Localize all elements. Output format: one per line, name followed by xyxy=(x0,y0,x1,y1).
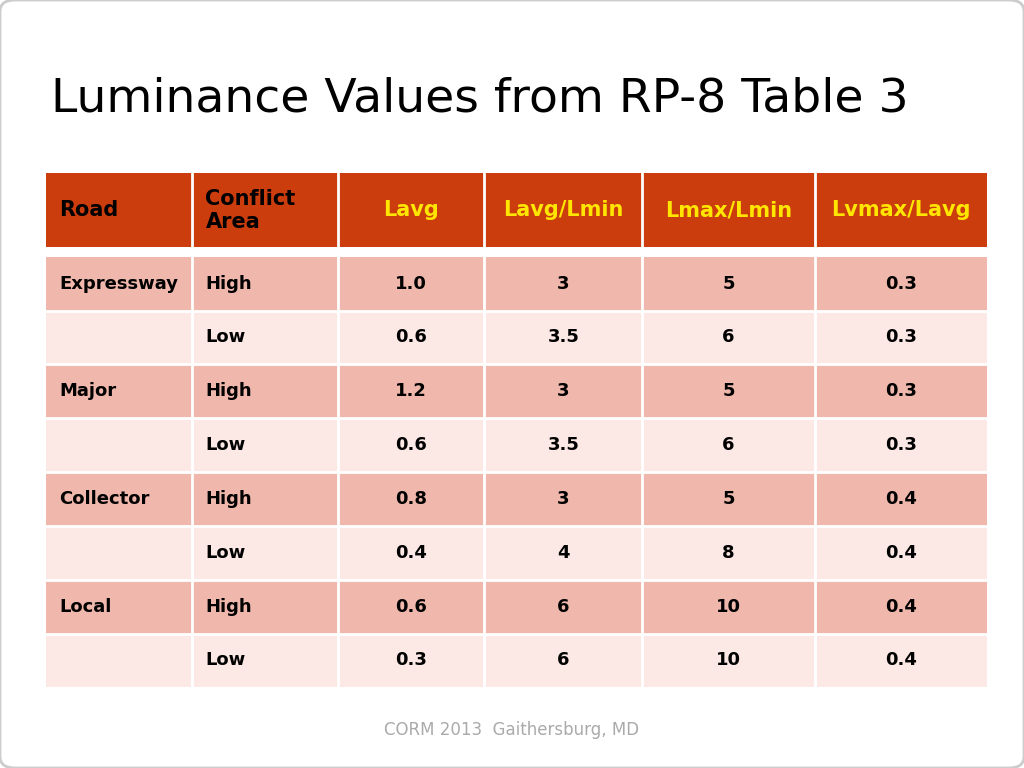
Text: 0.3: 0.3 xyxy=(885,436,916,454)
Text: 10: 10 xyxy=(716,651,741,670)
Text: 0.3: 0.3 xyxy=(395,651,427,670)
Text: Collector: Collector xyxy=(59,490,150,508)
Text: 0.4: 0.4 xyxy=(885,544,916,561)
Text: 4: 4 xyxy=(557,544,569,561)
Text: 6: 6 xyxy=(557,651,569,670)
Text: 0.3: 0.3 xyxy=(885,382,916,400)
Text: 3.5: 3.5 xyxy=(548,436,580,454)
Text: High: High xyxy=(206,490,252,508)
Text: Major: Major xyxy=(59,382,117,400)
Text: Luminance Values from RP-8 Table 3: Luminance Values from RP-8 Table 3 xyxy=(51,77,909,122)
Text: High: High xyxy=(206,275,252,293)
Text: Low: Low xyxy=(206,651,246,670)
Text: 10: 10 xyxy=(716,598,741,616)
Text: 0.4: 0.4 xyxy=(885,490,916,508)
Text: 5: 5 xyxy=(722,275,735,293)
Text: 0.3: 0.3 xyxy=(885,329,916,346)
Text: CORM 2013  Gaithersburg, MD: CORM 2013 Gaithersburg, MD xyxy=(384,721,640,739)
Text: Lavg: Lavg xyxy=(383,200,439,220)
Text: 6: 6 xyxy=(722,436,735,454)
Text: 0.6: 0.6 xyxy=(395,598,427,616)
Text: Low: Low xyxy=(206,436,246,454)
Text: Lavg/Lmin: Lavg/Lmin xyxy=(503,200,624,220)
Text: 0.4: 0.4 xyxy=(395,544,427,561)
Text: 6: 6 xyxy=(722,329,735,346)
Text: Conflict
Area: Conflict Area xyxy=(206,188,296,232)
Text: 5: 5 xyxy=(722,382,735,400)
Text: 6: 6 xyxy=(557,598,569,616)
Text: 3: 3 xyxy=(557,275,569,293)
Text: 8: 8 xyxy=(722,544,735,561)
Text: 0.6: 0.6 xyxy=(395,329,427,346)
Text: 1.2: 1.2 xyxy=(395,382,427,400)
Text: Lvmax/Lavg: Lvmax/Lavg xyxy=(831,200,971,220)
Text: High: High xyxy=(206,382,252,400)
Text: Road: Road xyxy=(59,200,119,220)
Text: 3.5: 3.5 xyxy=(548,329,580,346)
Text: High: High xyxy=(206,598,252,616)
Text: Low: Low xyxy=(206,544,246,561)
Text: Low: Low xyxy=(206,329,246,346)
Text: 5: 5 xyxy=(722,490,735,508)
Text: 1.0: 1.0 xyxy=(395,275,427,293)
Text: Local: Local xyxy=(59,598,112,616)
Text: 0.4: 0.4 xyxy=(885,598,916,616)
Text: Lmax/Lmin: Lmax/Lmin xyxy=(665,200,793,220)
Text: 0.4: 0.4 xyxy=(885,651,916,670)
Text: 3: 3 xyxy=(557,490,569,508)
Text: 0.8: 0.8 xyxy=(395,490,427,508)
Text: 3: 3 xyxy=(557,382,569,400)
Text: 0.3: 0.3 xyxy=(885,275,916,293)
Text: Expressway: Expressway xyxy=(59,275,178,293)
Text: 0.6: 0.6 xyxy=(395,436,427,454)
